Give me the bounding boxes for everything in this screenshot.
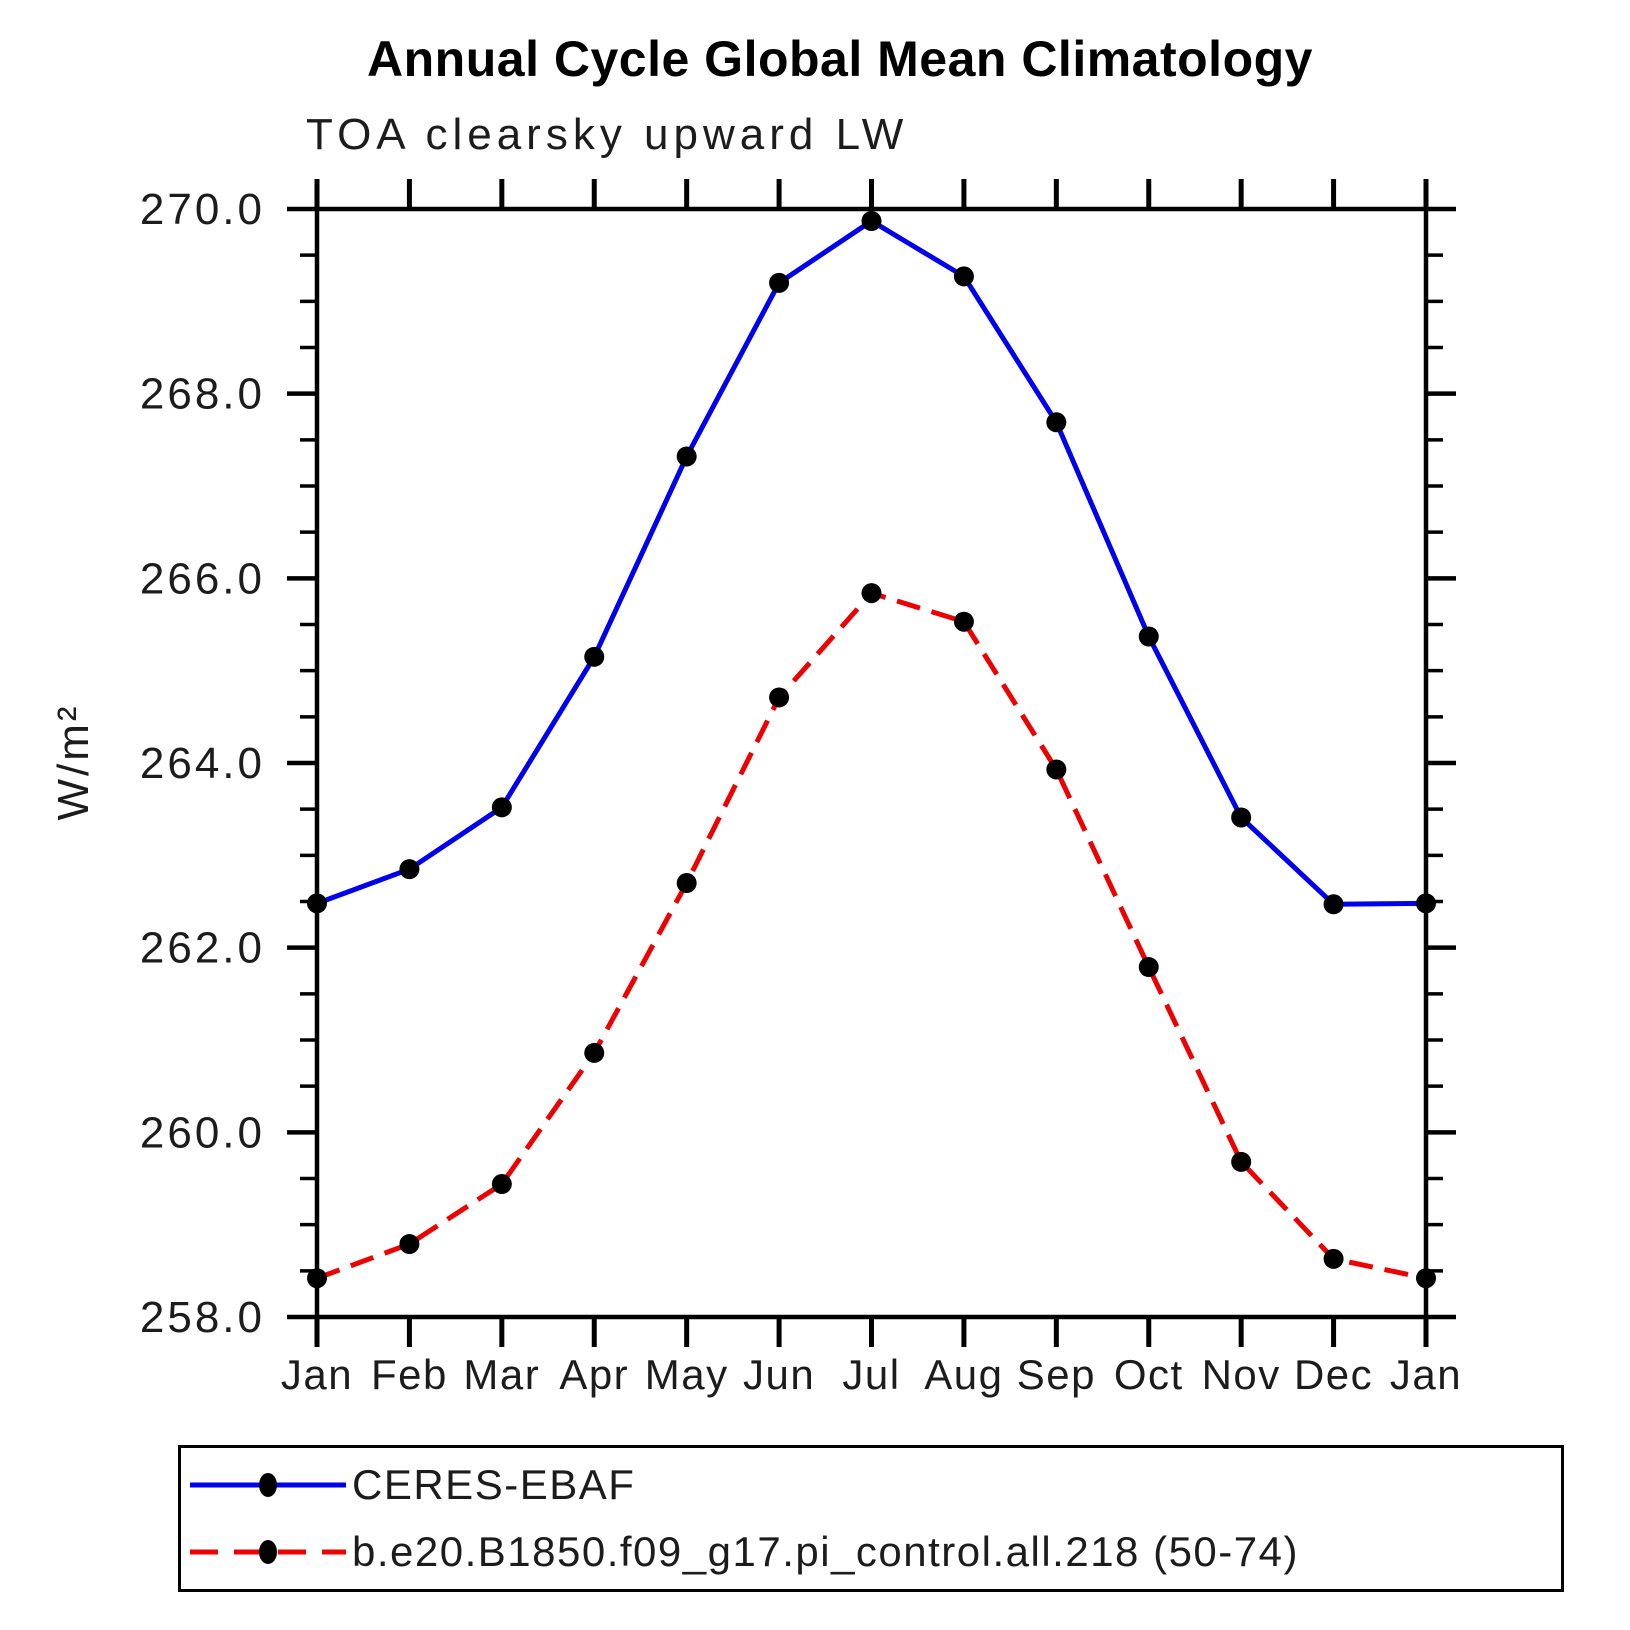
data-point [1416,1268,1436,1289]
legend-entry-ceres: CERES-EBAF [181,1455,1561,1515]
data-point [953,611,974,632]
legend-marker-dot [259,1473,277,1497]
x-tick-label: Nov [1202,1351,1281,1398]
legend-sample-dashed-line [190,1540,346,1564]
x-tick-label: Feb [371,1351,448,1398]
x-tick-label: Jun [743,1351,815,1398]
x-tick-label: Oct [1114,1351,1184,1398]
data-point [676,446,697,467]
data-point [861,583,882,604]
series-line-0 [316,218,1427,907]
y-tick-label: 262.0 [140,924,265,973]
legend-label-model: b.e20.B1850.f09_g17.pi_control.all.218 (… [352,1528,1299,1575]
x-tick-label: Mar [463,1351,540,1398]
x-tick-label: Aug [924,1351,1003,1398]
data-point [1138,957,1159,978]
data-point [307,893,327,914]
data-point [676,873,697,894]
data-point [584,1042,605,1063]
data-point [491,1174,512,1195]
y-tick-label: 260.0 [140,1108,265,1157]
data-point [399,859,420,880]
legend: CERES-EBAF b.e20.B1850.f09_g17.pi_contro… [178,1445,1564,1592]
plot-border [314,206,1429,1320]
x-tick-label: Jul [842,1351,900,1398]
chart-subtitle: TOA clearsky upward LW [306,110,909,159]
data-point [307,1268,327,1289]
y-tick-label: 258.0 [140,1293,265,1342]
plot-generated: Jan Feb Mar Apr May Jun Jul Aug Sep Oct Nov Dec Jan 2… [140,179,1462,1398]
legend-sample-solid-line [190,1473,346,1497]
x-tick-label: Jan [1390,1351,1462,1398]
x-tick-label: Apr [559,1351,629,1398]
x-tick-label: Jan [281,1351,353,1398]
chart-title: Annual Cycle Global Mean Climatology [367,31,1313,87]
y-tick-label: 270.0 [140,185,265,234]
data-point [769,687,790,708]
data-point [1231,807,1252,828]
legend-marker-dot [259,1540,277,1564]
data-point [861,211,882,232]
data-point [1231,1151,1252,1172]
series-line-1 [316,590,1427,1281]
data-point [769,272,790,293]
y-tick-label: 266.0 [140,554,265,603]
data-point [399,1234,420,1255]
y-tick-label: 268.0 [140,370,265,419]
data-point [1046,412,1067,433]
legend-entry-model: b.e20.B1850.f09_g17.pi_control.all.218 (… [181,1522,1561,1582]
legend-label-ceres: CERES-EBAF [352,1461,636,1508]
x-tick-label: May [645,1351,729,1398]
data-point [1323,1248,1344,1269]
data-point [953,266,974,287]
x-axis-ticks [314,179,1429,1347]
data-point [1138,626,1159,647]
x-tick-label: Sep [1017,1351,1096,1398]
data-point [1416,893,1436,914]
y-axis-label: W/m² [49,703,98,820]
data-point [584,646,605,667]
x-tick-label: Dec [1294,1351,1373,1398]
data-point [1046,759,1067,780]
y-tick-label: 264.0 [140,739,265,788]
data-point [491,797,512,818]
data-point [1323,894,1344,915]
